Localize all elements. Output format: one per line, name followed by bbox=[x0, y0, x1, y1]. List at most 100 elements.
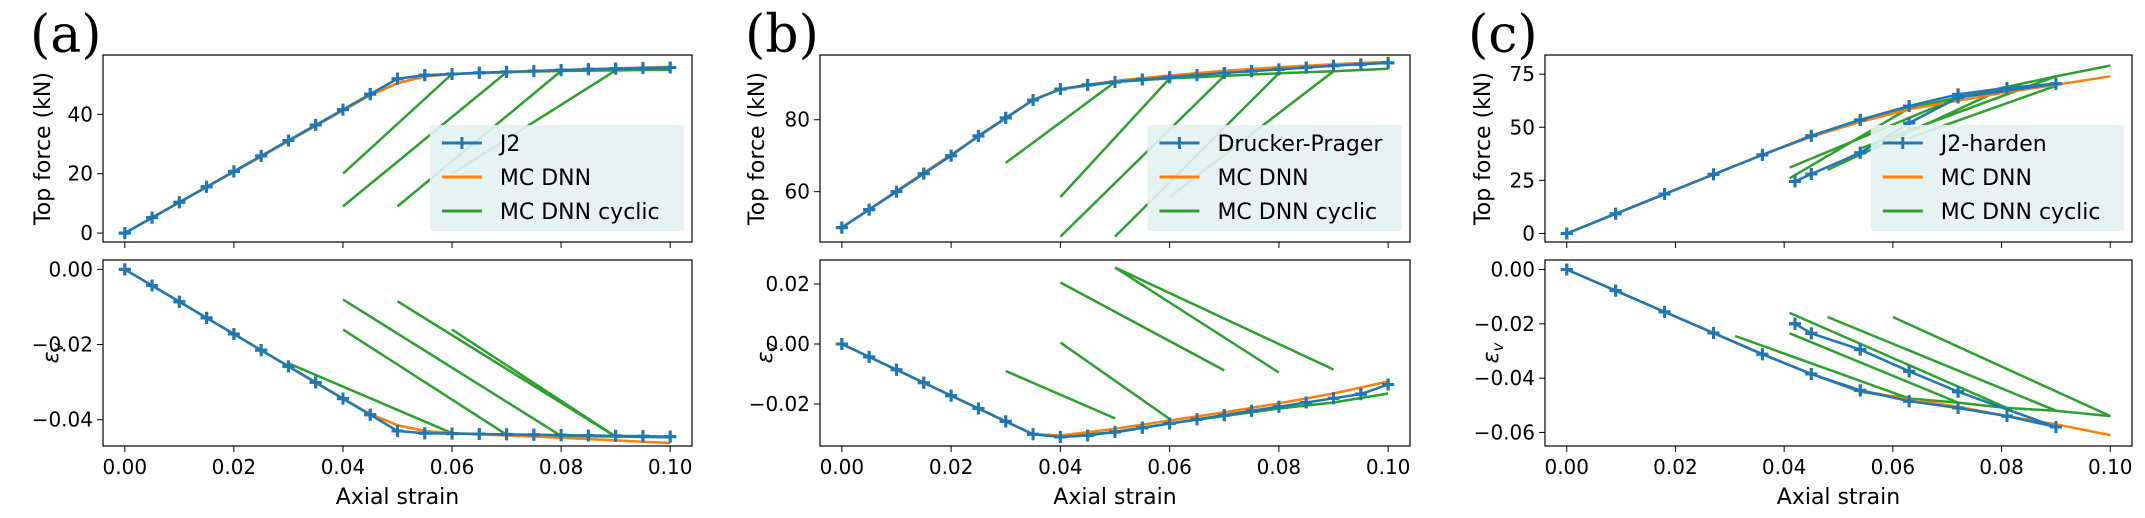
data-point bbox=[1327, 59, 1340, 72]
series-segment bbox=[1059, 75, 1226, 238]
data-point bbox=[609, 62, 622, 75]
y-tick-label: 0.00 bbox=[1490, 258, 1535, 282]
panel-label: (c) bbox=[1468, 5, 1538, 65]
series-line bbox=[124, 268, 671, 438]
data-point bbox=[1245, 65, 1258, 78]
x-tick-label: 0.04 bbox=[321, 455, 366, 479]
data-point bbox=[1707, 168, 1720, 181]
data-point bbox=[1756, 148, 1769, 161]
data-point bbox=[1854, 113, 1867, 126]
series-segment bbox=[1059, 77, 1171, 198]
data-point bbox=[1854, 384, 1867, 397]
data-point bbox=[1805, 368, 1818, 381]
data-point bbox=[1952, 91, 1965, 104]
x-axis-label: Axial strain bbox=[1777, 485, 1900, 510]
y-tick-label: 75 bbox=[1510, 62, 1535, 86]
series-segment bbox=[287, 362, 453, 435]
x-axis-label: Axial strain bbox=[1053, 485, 1176, 510]
series-segment bbox=[451, 328, 617, 438]
x-tick-label: 0.08 bbox=[1257, 455, 1302, 479]
data-point bbox=[473, 427, 486, 440]
y-tick-label: 0.00 bbox=[48, 257, 93, 281]
data-point bbox=[1560, 227, 1573, 240]
data-point bbox=[446, 67, 459, 80]
legend-item: Drucker-Prager bbox=[1159, 132, 1383, 157]
legend: J2 MC DNN MC DNN cyclic bbox=[429, 125, 684, 231]
x-tick-label: 0.02 bbox=[929, 455, 974, 479]
series-segment bbox=[1827, 315, 2057, 412]
data-point bbox=[1109, 75, 1121, 88]
data-point bbox=[146, 211, 159, 224]
data-point bbox=[227, 165, 240, 178]
data-point bbox=[890, 363, 903, 376]
data-point bbox=[1952, 401, 1965, 414]
y-axis-label: Top force (kN) bbox=[745, 72, 770, 226]
series-markers-top bbox=[835, 56, 1395, 234]
data-point bbox=[1756, 348, 1769, 361]
series-markers-top bbox=[835, 338, 1395, 443]
y-tick-label: 0 bbox=[1522, 222, 1535, 246]
data-point bbox=[527, 428, 540, 441]
data-point bbox=[1081, 429, 1094, 442]
chart-panel: (c) 0 25 50 75 Top force (kN) J2-harden MC DNN M… bbox=[1468, 5, 2133, 510]
plot-area bbox=[1560, 263, 2111, 437]
axes-frame bbox=[102, 54, 693, 243]
data-point bbox=[1272, 400, 1285, 413]
data-point bbox=[1109, 425, 1121, 438]
data-point bbox=[146, 279, 159, 292]
data-point bbox=[255, 344, 268, 357]
data-point bbox=[391, 424, 404, 437]
legend: Drucker-Prager MC DNN MC DNN cyclic bbox=[1147, 125, 1402, 231]
data-point bbox=[1136, 73, 1149, 86]
series-markers-top bbox=[118, 61, 677, 240]
y-tick-label: 50 bbox=[1510, 115, 1535, 139]
x-tick-label: 0.06 bbox=[1871, 455, 1916, 479]
legend-box bbox=[1870, 125, 2124, 231]
data-point bbox=[972, 129, 985, 142]
data-point bbox=[582, 429, 595, 442]
y-tick-label: 80 bbox=[785, 108, 810, 132]
data-point bbox=[1081, 78, 1094, 91]
bottom-subplot: 0.02 0.00 −0.02 0.00 0.02 0.04 0.06 0.08 0.10 εv A… bbox=[749, 259, 1411, 510]
x-tick-label: 0.00 bbox=[103, 455, 148, 479]
data-point bbox=[1354, 388, 1367, 401]
x-tick-label: 0.10 bbox=[648, 455, 693, 479]
plot-area bbox=[835, 56, 1395, 238]
y-tick-label: 40 bbox=[68, 102, 93, 126]
data-point bbox=[1382, 378, 1395, 391]
data-point bbox=[173, 196, 186, 209]
chart-panel: (b) 60 80 Top force (kN) Drucker-Prager MC DN… bbox=[745, 5, 1411, 510]
top-subplot: 60 80 Top force (kN) Drucker-Prager MC DNN MC… bbox=[745, 54, 1411, 248]
series-segment bbox=[342, 71, 508, 208]
data-point bbox=[527, 65, 540, 78]
data-point bbox=[227, 328, 240, 341]
data-point bbox=[1190, 413, 1203, 426]
series-markers-top bbox=[118, 263, 677, 443]
bottom-subplot: 0.00 −0.02 −0.04 0.00 0.02 0.04 0.06 0.08 0.10 εv… bbox=[32, 257, 693, 510]
data-point bbox=[999, 415, 1012, 428]
series-segment bbox=[1734, 334, 1910, 400]
series-segment bbox=[1005, 369, 1116, 420]
series-segment bbox=[1059, 281, 1225, 372]
series-line bbox=[1566, 268, 2057, 429]
axes-frame bbox=[819, 259, 1411, 447]
data-point bbox=[664, 61, 677, 74]
data-point bbox=[636, 62, 649, 75]
y-tick-label: −0.06 bbox=[1474, 420, 1535, 444]
data-point bbox=[473, 66, 486, 79]
data-point bbox=[446, 427, 459, 440]
data-point bbox=[500, 65, 513, 78]
data-point bbox=[999, 111, 1012, 124]
data-point bbox=[1300, 61, 1313, 74]
data-point bbox=[364, 88, 377, 101]
x-tick-label: 0.08 bbox=[1979, 455, 2024, 479]
data-point bbox=[1658, 187, 1671, 200]
plot-area bbox=[835, 266, 1395, 443]
data-point bbox=[200, 311, 213, 324]
data-point bbox=[863, 350, 876, 363]
data-point bbox=[1054, 83, 1067, 96]
axes-frame bbox=[819, 54, 1411, 243]
legend-label: Drucker-Prager bbox=[1217, 132, 1383, 157]
x-tick-label: 0.08 bbox=[539, 455, 584, 479]
axes-frame bbox=[1544, 259, 2133, 447]
